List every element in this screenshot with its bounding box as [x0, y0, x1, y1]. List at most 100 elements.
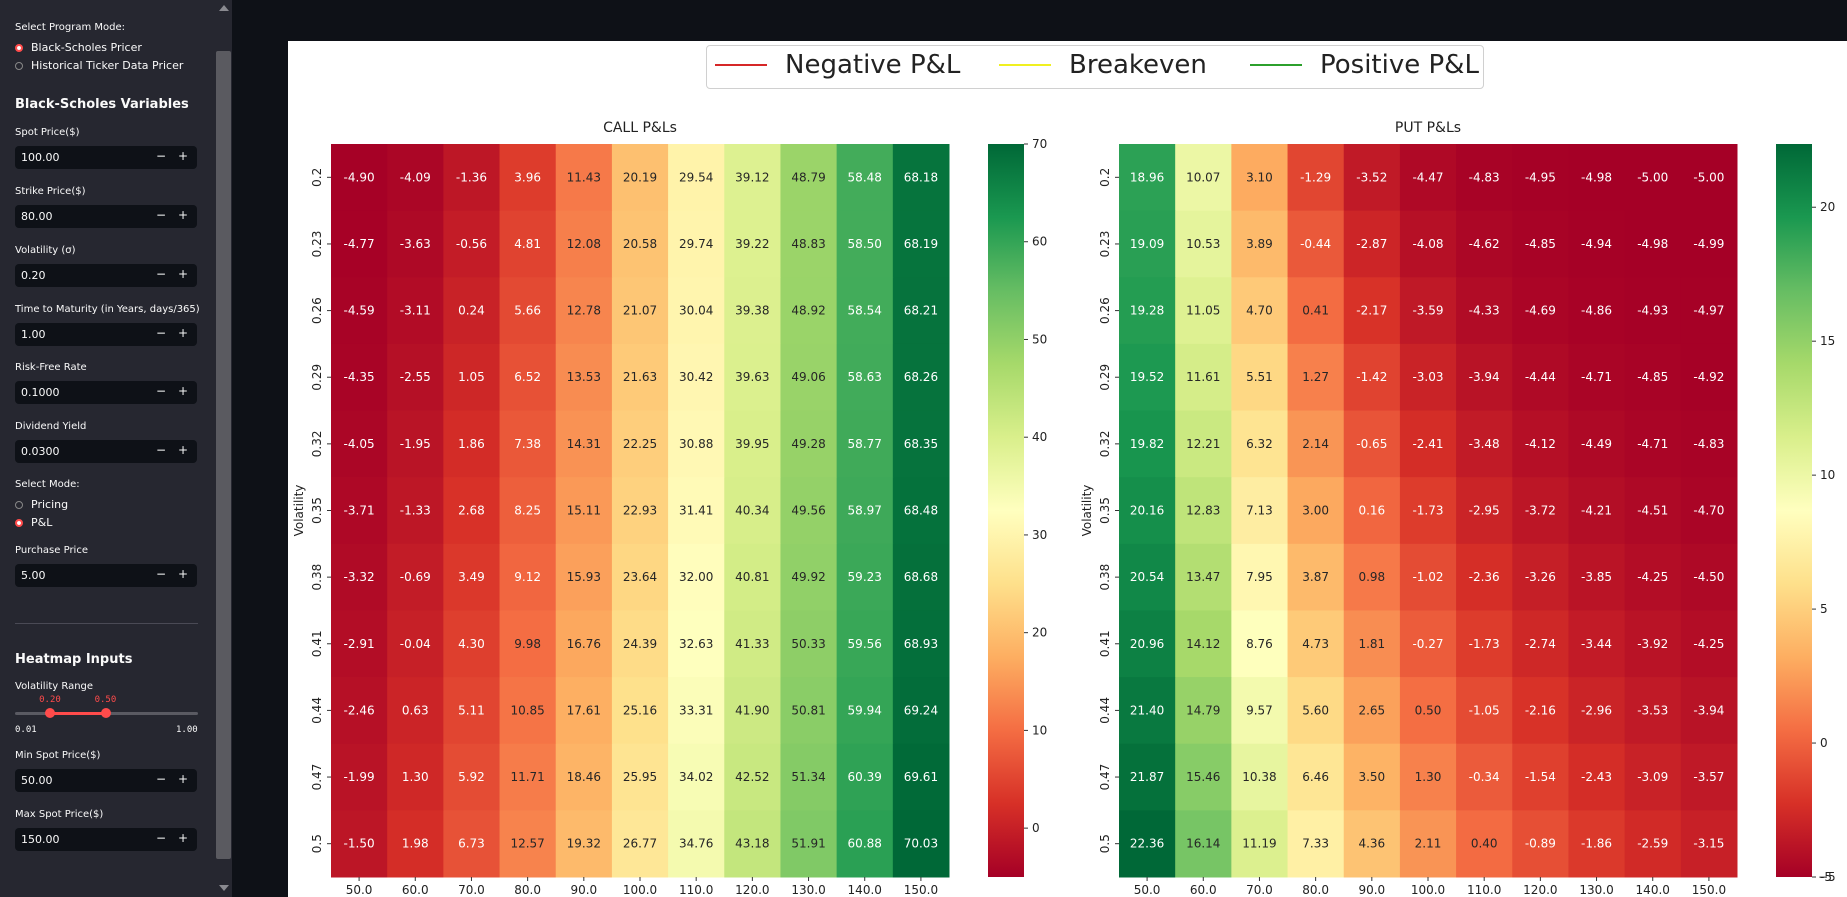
increment-button[interactable]: +	[177, 384, 189, 398]
heatmap-cell	[1175, 210, 1232, 278]
decrement-button[interactable]: −	[155, 567, 167, 581]
decrement-button[interactable]: −	[155, 384, 167, 398]
strike-price-input[interactable]: 80.00 − +	[15, 205, 197, 228]
radio-historical-ticker[interactable]: Historical Ticker Data Pricer	[15, 59, 183, 72]
decrement-button[interactable]: −	[155, 443, 167, 457]
cell-label: -3.32	[344, 570, 375, 584]
heatmap-cell	[1231, 210, 1289, 278]
cell-label: 15.11	[567, 504, 601, 518]
cell-label: 68.19	[904, 237, 938, 251]
increment-button[interactable]: +	[177, 267, 189, 281]
heatmap-cell	[499, 410, 557, 478]
heatmap-cell	[1231, 677, 1289, 745]
dividend-yield-input[interactable]: 0.0300 − +	[15, 440, 197, 463]
increment-button[interactable]: +	[177, 443, 189, 457]
cell-label: 4.30	[458, 637, 485, 651]
increment-button[interactable]: +	[177, 208, 189, 222]
heatmap-cell	[1399, 410, 1457, 478]
increment-button[interactable]: +	[177, 772, 189, 786]
heatmap-cell	[331, 477, 388, 545]
volatility-input[interactable]: 0.20 − +	[15, 264, 197, 287]
cell-label: -4.71	[1581, 370, 1612, 384]
heatmap-cell	[1624, 277, 1682, 345]
strike-price-label: Strike Price($)	[15, 186, 86, 197]
cell-label: 3.00	[1302, 504, 1329, 518]
slider-low-handle[interactable]	[45, 708, 56, 718]
decrement-button[interactable]: −	[155, 772, 167, 786]
heatmap-cell	[1512, 677, 1569, 745]
cell-label: 25.95	[623, 770, 657, 784]
heatmap-cell	[1287, 343, 1345, 412]
radio-black-scholes[interactable]: Black-Scholes Pricer	[15, 41, 142, 54]
cell-label: -0.34	[1469, 770, 1500, 784]
cell-label: -4.92	[1693, 370, 1724, 384]
time-to-maturity-input[interactable]: 1.00 − +	[15, 323, 197, 346]
sidebar-scrollbar[interactable]	[215, 0, 232, 897]
cell-label: 68.93	[904, 637, 938, 651]
cell-label: 43.18	[735, 837, 769, 851]
max-spot-price-input[interactable]: 150.00 − +	[15, 828, 197, 851]
cell-label: 20.58	[623, 237, 657, 251]
heatmap-cell	[1456, 477, 1513, 545]
legend: Negative P&L Breakeven Positive P&L	[706, 45, 1484, 89]
x-tick-label: 130.0	[791, 883, 825, 897]
x-tick-label: 90.0	[570, 883, 597, 897]
colorbar	[988, 144, 1024, 877]
cell-label: -1.73	[1469, 637, 1500, 651]
cell-label: 40.34	[735, 504, 769, 518]
cell-label: 0.50	[1415, 703, 1442, 717]
dividend-yield-value: 0.0300	[21, 445, 60, 458]
radio-pricing[interactable]: Pricing	[15, 498, 68, 511]
scroll-up-icon[interactable]	[219, 5, 229, 11]
cell-label: -3.71	[344, 504, 375, 518]
decrement-button[interactable]: −	[155, 208, 167, 222]
increment-button[interactable]: +	[177, 831, 189, 845]
y-tick-label: 0.41	[1098, 630, 1112, 657]
slider-high-handle[interactable]	[100, 708, 111, 718]
colorbar-tick-label: 10	[1820, 468, 1835, 482]
increment-button[interactable]: +	[177, 326, 189, 340]
cell-label: 34.76	[679, 837, 713, 851]
increment-button[interactable]: +	[177, 567, 189, 581]
cell-label: -1.54	[1525, 770, 1556, 784]
heatmap-cell	[668, 610, 725, 678]
x-tick-label: 50.0	[1134, 883, 1161, 897]
y-tick-label: 0.32	[1098, 431, 1112, 458]
cell-label: -4.25	[1637, 570, 1668, 584]
spot-price-input[interactable]: 100.00 − +	[15, 146, 197, 169]
cell-label: -3.57	[1693, 770, 1724, 784]
risk-free-rate-input[interactable]: 0.1000 − +	[15, 381, 197, 404]
heatmap-cell	[499, 210, 557, 278]
cell-label: -0.04	[400, 637, 431, 651]
cell-label: 21.40	[1130, 703, 1164, 717]
heatmap-cell	[611, 677, 669, 745]
heatmap-cell	[892, 210, 950, 278]
heatmap-cell	[1287, 410, 1345, 478]
legend-label: Negative P&L	[785, 50, 961, 80]
min-spot-price-input[interactable]: 50.00 − +	[15, 769, 197, 792]
decrement-button[interactable]: −	[155, 831, 167, 845]
cell-label: 3.89	[1246, 237, 1273, 251]
cell-label: 29.74	[679, 237, 713, 251]
cell-label: 16.76	[567, 637, 601, 651]
cell-label: 1.86	[458, 437, 485, 451]
decrement-button[interactable]: −	[155, 326, 167, 340]
cell-label: 0.41	[1302, 304, 1329, 318]
cell-label: 48.83	[791, 237, 825, 251]
radio-pnl[interactable]: P&L	[15, 516, 52, 529]
heatmap-cell	[611, 810, 669, 878]
x-tick-label: 130.0	[1579, 883, 1613, 897]
scroll-down-icon[interactable]	[219, 885, 229, 891]
cell-label: -5.00	[1693, 170, 1724, 184]
x-tick-label: 140.0	[1636, 883, 1670, 897]
cell-label: -1.73	[1412, 504, 1443, 518]
heatmap-cell	[611, 210, 669, 278]
increment-button[interactable]: +	[177, 149, 189, 163]
purchase-price-input[interactable]: 5.00 − +	[15, 564, 197, 587]
decrement-button[interactable]: −	[155, 267, 167, 281]
scrollbar-thumb[interactable]	[216, 51, 231, 859]
decrement-button[interactable]: −	[155, 149, 167, 163]
cell-label: 2.11	[1415, 837, 1442, 851]
cell-label: 1.30	[1415, 770, 1442, 784]
heatmap-cell	[1287, 743, 1345, 811]
